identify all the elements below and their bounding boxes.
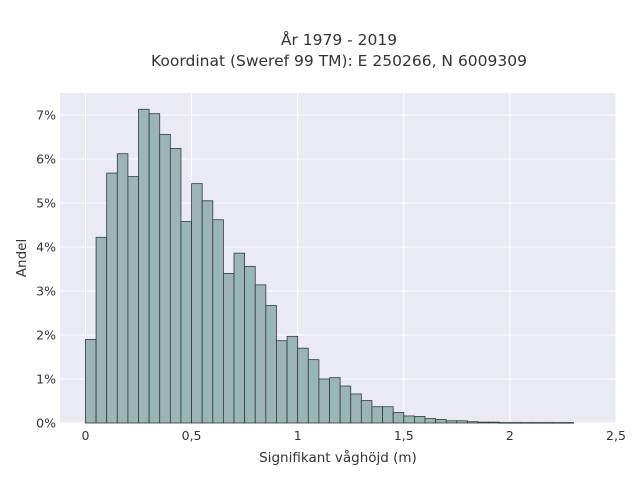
histogram-bar [106, 172, 118, 424]
histogram-bar [169, 148, 182, 424]
y-tick-label: 4% [36, 240, 56, 255]
histogram-bar [509, 422, 521, 424]
histogram-bar [297, 347, 309, 424]
histogram-bar [138, 108, 150, 424]
y-tick-label: 3% [36, 284, 56, 299]
y-tick-label: 1% [36, 372, 56, 387]
histogram-bar [191, 183, 203, 424]
histogram-bar [318, 378, 330, 424]
histogram-bar [445, 420, 458, 424]
x-axis-ticks: 0 0,5 1 1,5 2 2,5 [81, 428, 625, 443]
bars [85, 108, 574, 424]
histogram-bar [551, 422, 564, 424]
y-tick-label: 5% [36, 196, 56, 211]
histogram-bar [265, 305, 277, 424]
histogram-bar [307, 359, 320, 424]
histogram-bar [127, 176, 139, 424]
x-tick-label: 2 [506, 428, 514, 443]
histogram-bar [148, 113, 161, 424]
histogram-bar [339, 385, 352, 424]
histogram-bar [467, 421, 479, 424]
histogram-bar [413, 415, 426, 424]
y-axis-ticks: 0% 1% 2% 3% 4% 5% 6% 7% [36, 108, 56, 431]
histogram-bar [286, 335, 299, 424]
histogram-bar [382, 406, 394, 424]
histogram-bar [477, 421, 490, 424]
histogram-bar [371, 406, 383, 424]
y-tick-label: 6% [36, 152, 56, 167]
histogram-bar [360, 400, 373, 424]
histogram-bar [403, 415, 415, 424]
histogram-bar [254, 284, 267, 424]
chart-title: År 1979 - 2019 [281, 30, 397, 49]
chart-subtitle: Koordinat (Sweref 99 TM): E 250266, N 60… [151, 52, 527, 70]
x-tick-label: 0 [81, 428, 89, 443]
histogram-bar [530, 422, 543, 424]
histogram-bar [541, 422, 553, 424]
histogram-bar [85, 338, 97, 424]
histogram-bar [201, 200, 214, 424]
y-axis-label: Andel [14, 239, 30, 277]
histogram-bar [180, 221, 192, 424]
histogram-bar [116, 153, 129, 424]
x-tick-label: 0,5 [182, 428, 202, 443]
histogram-bar [435, 419, 447, 424]
histogram-bar [95, 236, 108, 424]
histogram-bar [329, 377, 341, 424]
histogram-bar [244, 265, 256, 424]
x-tick-label: 1 [294, 428, 302, 443]
histogram-bar [456, 420, 468, 424]
histogram-bar [350, 393, 362, 424]
x-axis-label: Signifikant våghöjd (m) [259, 449, 417, 466]
x-tick-label: 2,5 [606, 428, 626, 443]
histogram-bar [223, 272, 235, 424]
histogram-bar [424, 418, 437, 424]
y-tick-label: 2% [36, 328, 56, 343]
histogram-bar [498, 422, 511, 424]
histogram-bar [212, 219, 224, 424]
histogram-bar [562, 422, 574, 424]
histogram-bar [276, 340, 288, 424]
y-tick-label: 7% [36, 108, 56, 123]
y-tick-label: 0% [36, 416, 56, 431]
histogram-bar [233, 252, 246, 424]
histogram-bar [520, 422, 532, 424]
histogram-bar [159, 133, 171, 424]
histogram-bar [488, 421, 500, 424]
histogram-bar [392, 412, 405, 424]
x-tick-label: 1,5 [394, 428, 414, 443]
